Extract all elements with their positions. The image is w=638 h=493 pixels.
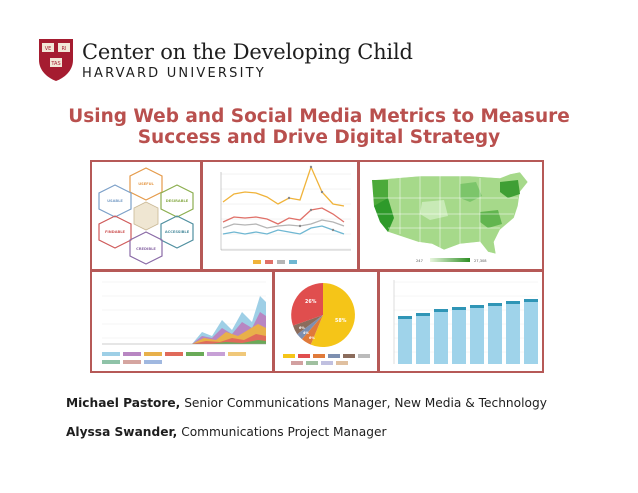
pie-label-4: 4% xyxy=(303,331,309,335)
pie-label-3: 6% xyxy=(299,326,305,330)
area-chart-panel xyxy=(90,270,274,373)
shield-text-2: RI xyxy=(62,46,67,52)
honeycomb-diagram-image: USEFUL USABLE DESIRABLE FINDABLE ACCESSI… xyxy=(98,167,194,265)
credit-role: Senior Communications Manager, New Media… xyxy=(184,396,547,410)
cell-desirable: DESIRABLE xyxy=(166,199,189,203)
cell-useful: USEFUL xyxy=(138,182,154,186)
credit-michael-pastore: Michael Pastore, Senior Communications M… xyxy=(66,396,547,410)
slide-title-line-2: Success and Drive Digital Strategy xyxy=(137,127,501,148)
shield-text-1: VE xyxy=(45,46,52,52)
map-legend-min: 247 xyxy=(416,259,423,263)
pie-chart-panel: 26% 58% 6% 4% 6% xyxy=(273,270,379,373)
stacked-area-chart-image xyxy=(102,281,266,364)
bar-chart-panel xyxy=(378,270,544,373)
bar-chart-image xyxy=(393,280,538,364)
pie-label-1: 26% xyxy=(305,299,317,305)
slide-title-line-1: Using Web and Social Media Metrics to Me… xyxy=(68,106,570,127)
organization-name: Center on the Developing Child xyxy=(82,40,413,64)
screenshot-collage: USEFUL USABLE DESIRABLE FINDABLE ACCESSI… xyxy=(90,160,544,373)
us-map-panel: 247 27,308 xyxy=(358,160,544,271)
map-legend-max: 27,308 xyxy=(474,259,487,263)
cell-credible: CREDIBLE xyxy=(136,247,156,251)
pie-chart-image: 26% 58% 6% 4% 6% xyxy=(283,283,370,365)
cell-accessible: ACCESSIBLE xyxy=(165,230,190,234)
credit-name: Michael Pastore, xyxy=(66,396,181,410)
line-chart-image xyxy=(220,165,351,264)
pie-label-2: 58% xyxy=(335,318,347,324)
credit-role: Communications Project Manager xyxy=(181,425,387,439)
pie-label-5: 6% xyxy=(309,336,315,340)
honeycomb-diagram-panel: USEFUL USABLE DESIRABLE FINDABLE ACCESSI… xyxy=(90,160,202,271)
organization-subtitle: HARVARD UNIVERSITY xyxy=(82,66,266,81)
credit-name: Alyssa Swander, xyxy=(66,425,178,439)
harvard-shield-icon: VE RI TAS xyxy=(39,39,73,81)
credit-alyssa-swander: Alyssa Swander, Communications Project M… xyxy=(66,425,386,439)
cell-usable: USABLE xyxy=(107,199,123,203)
us-choropleth-map-image: 247 27,308 xyxy=(371,171,529,263)
cell-findable: FINDABLE xyxy=(105,230,126,234)
line-chart-panel xyxy=(201,160,359,271)
shield-text-3: TAS xyxy=(50,61,60,67)
